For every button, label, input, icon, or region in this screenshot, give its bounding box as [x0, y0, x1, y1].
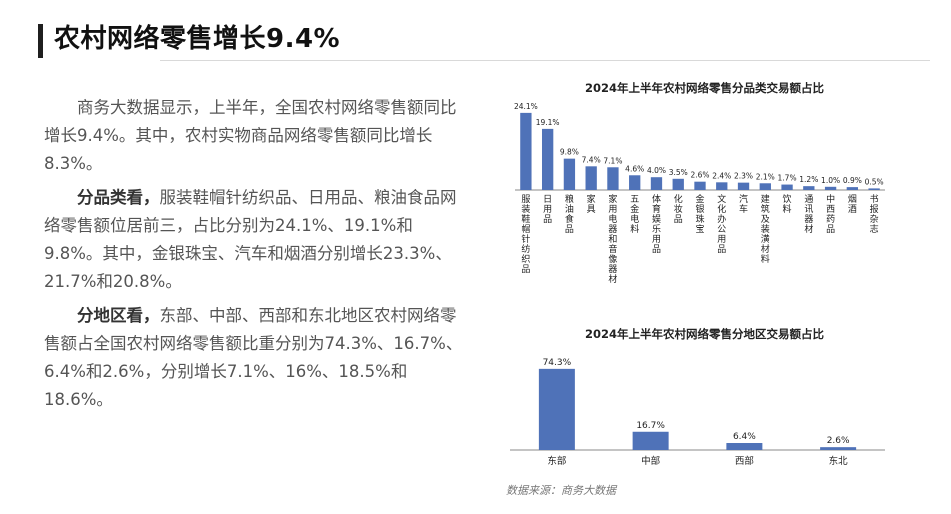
category-bar-chart: 24.1% 服装鞋帽针纺织品 19.1% 日用品 9.8% 粮油食品 7.4% 家具 7.1% 家…: [514, 102, 885, 285]
title-accent-bar: [38, 24, 43, 58]
bar: [820, 447, 857, 450]
category-label: 粮油食品: [565, 193, 574, 235]
bar: [737, 182, 750, 190]
bar: [716, 182, 728, 190]
paragraph-by-category: 分品类看，服装鞋帽针纺织品、日用品、粮油食品网络零售额位居前三，占比分别为24.…: [44, 188, 457, 291]
bar: [632, 431, 669, 450]
bar: [672, 178, 684, 190]
bar: [607, 167, 619, 190]
category-label: 五金电料: [630, 195, 639, 235]
bar: [781, 184, 793, 190]
title-divider: [160, 60, 930, 61]
category-label: 家用电器和音像器材: [608, 193, 617, 285]
category-label: 东部: [547, 455, 566, 467]
data-label: 19.1%: [536, 118, 560, 127]
data-label: 24.1%: [514, 102, 538, 111]
category-label: 汽车: [739, 193, 748, 215]
bar: [726, 443, 763, 450]
paragraph-lead: 分地区看，: [77, 306, 160, 325]
data-source: 数据来源：商务大数据: [506, 484, 616, 497]
data-label: 16.7%: [636, 421, 665, 431]
category-label: 西部: [735, 455, 754, 467]
data-label: 6.4%: [733, 432, 756, 442]
bar: [629, 175, 641, 190]
body-text: 商务大数据显示，上半年，全国农村网络零售额同比增长9.4%。其中，农村实物商品网…: [44, 94, 464, 420]
title-bar: 农村网络零售增长9.4%: [0, 0, 951, 70]
bar: [759, 183, 771, 190]
category-label: 中西药品: [826, 193, 835, 235]
paragraph-lead: 分品类看，: [77, 188, 160, 207]
paragraph-by-region: 分地区看，东部、中部、西部和东北地区农村网络零售额占全国农村网络零售额比重分别为…: [44, 306, 463, 409]
category-label: 文化办公用品: [717, 193, 726, 255]
data-label: 74.3%: [543, 358, 572, 368]
category-label: 饮料: [783, 193, 792, 215]
data-label: 4.0%: [647, 166, 666, 175]
data-label: 2.6%: [827, 436, 850, 446]
data-label: 2.4%: [712, 171, 731, 180]
category-label: 通讯器材: [804, 194, 813, 235]
bar: [868, 188, 880, 190]
bar: [803, 186, 815, 190]
category-label: 体育娱乐用品: [652, 193, 661, 255]
chart-title-category: 2024年上半年农村网络零售分品类交易额占比: [585, 81, 825, 95]
page-title: 农村网络零售增长9.4%: [54, 24, 341, 54]
bar: [563, 158, 576, 190]
bar: [520, 112, 532, 190]
bar: [824, 186, 837, 190]
category-label: 书报杂志: [870, 194, 879, 235]
category-label: 家具: [587, 193, 596, 215]
data-label: 7.4%: [582, 155, 601, 164]
data-label: 1.7%: [778, 174, 797, 183]
paragraph-overview: 商务大数据显示，上半年，全国农村网络零售额同比增长9.4%。其中，农村实物商品网…: [44, 98, 457, 173]
data-label: 0.9%: [843, 176, 862, 185]
bar: [538, 368, 575, 450]
data-label: 4.6%: [625, 164, 644, 173]
bar: [541, 128, 554, 190]
bar: [846, 187, 859, 190]
bar: [585, 166, 597, 190]
chart-title-region: 2024年上半年农村网络零售分地区交易额占比: [585, 327, 825, 341]
category-label: 烟酒: [848, 193, 857, 215]
bar: [694, 181, 706, 190]
bar: [650, 177, 663, 190]
category-label: 金银珠宝: [695, 193, 704, 235]
data-label: 2.1%: [756, 172, 775, 181]
data-label: 9.8%: [560, 148, 579, 157]
category-label: 中部: [641, 455, 660, 467]
data-label: 2.3%: [734, 172, 753, 181]
data-label: 2.6%: [690, 171, 709, 180]
data-label: 1.0%: [821, 176, 840, 185]
category-label: 化妆品: [674, 193, 683, 225]
data-label: 1.2%: [799, 175, 818, 184]
category-label: 日用品: [543, 194, 552, 225]
data-label: 0.5%: [865, 177, 884, 186]
region-bar-chart: 74.3% 东部 16.7% 中部 6.4% 西部 2.6% 东北: [510, 358, 885, 467]
data-label: 3.5%: [669, 168, 688, 177]
category-label: 建筑及装潢材料: [761, 193, 770, 265]
data-label: 7.1%: [603, 156, 622, 165]
category-label: 服装鞋帽针纺织品: [521, 194, 530, 275]
category-label: 东北: [829, 455, 849, 467]
